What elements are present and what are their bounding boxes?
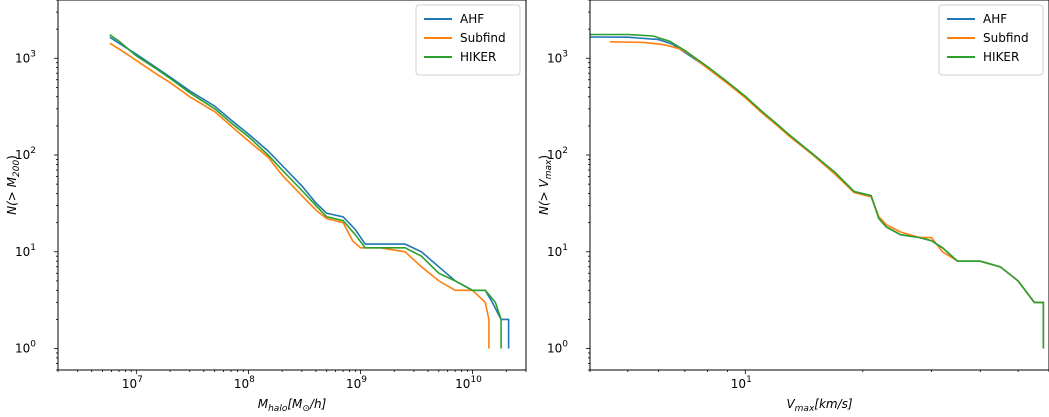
y-tick-label: 100 xyxy=(547,340,568,356)
x-axis-label: Mhalo[M⊙/h] xyxy=(258,397,327,414)
x-tick-label: 1010 xyxy=(455,375,482,391)
y-axis-label: N(> Vmax) xyxy=(537,155,554,215)
series-group xyxy=(109,34,510,349)
legend-label-subfind: Subfind xyxy=(983,31,1029,45)
series-group xyxy=(590,33,1045,349)
y-tick-label: 100 xyxy=(15,340,36,356)
axes-right: 101 100 101 102 103 Vmax[km/s] N(> Vmax) AHF Sub… xyxy=(537,0,1049,414)
y-tick-label: 101 xyxy=(15,243,36,259)
series-line-subfind xyxy=(109,42,490,349)
y-tick-label: 101 xyxy=(547,243,568,259)
legend-label-ahf: AHF xyxy=(460,12,484,26)
x-tick-label: 109 xyxy=(346,375,367,391)
legend: AHF Subfind HIKER xyxy=(415,4,521,76)
legend-label-hiker: HIKER xyxy=(460,50,496,64)
y-tick-label: 102 xyxy=(547,146,568,162)
axes-frame xyxy=(57,0,527,371)
legend: AHF Subfind HIKER xyxy=(938,4,1044,76)
axes-frame xyxy=(589,0,1049,371)
legend-label-hiker: HIKER xyxy=(983,50,1019,64)
y-axis-label: N(> M200) xyxy=(5,155,22,215)
series-line-ahf xyxy=(109,36,510,349)
series-line-hiker xyxy=(109,34,502,349)
x-tick-label: 107 xyxy=(122,375,143,391)
y-tick-label: 103 xyxy=(547,49,568,65)
series-line-ahf xyxy=(590,36,1045,349)
series-line-subfind xyxy=(609,41,1045,349)
y-tick-label: 103 xyxy=(15,49,36,65)
x-axis-label: Vmax[km/s] xyxy=(786,397,852,414)
axes-left: 107 108 109 1010 100 101 102 103 Mhalo[M⊙/h] N(> … xyxy=(5,0,527,414)
x-tick-label: 108 xyxy=(234,375,255,391)
legend-label-ahf: AHF xyxy=(983,12,1007,26)
legend-label-subfind: Subfind xyxy=(460,31,506,45)
x-tick-label: 101 xyxy=(731,375,752,391)
series-line-hiker xyxy=(590,33,1045,349)
y-tick-label: 102 xyxy=(15,146,36,162)
